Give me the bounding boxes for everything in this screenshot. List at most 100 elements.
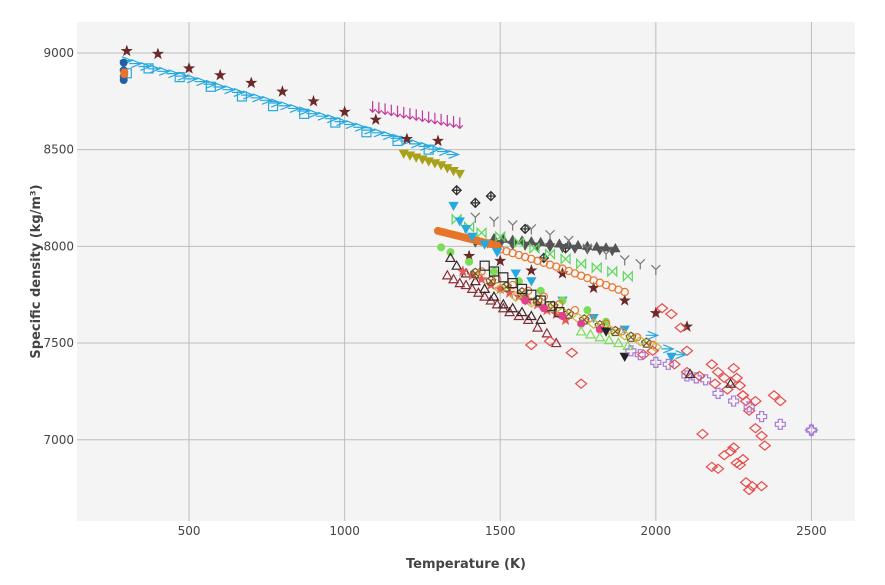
data-point xyxy=(609,325,621,337)
data-point xyxy=(539,304,548,313)
data-point xyxy=(664,308,678,320)
data-point xyxy=(287,103,302,114)
data-point xyxy=(736,390,750,401)
data-point xyxy=(489,216,499,227)
data-point xyxy=(603,334,615,345)
data-point xyxy=(620,287,629,297)
data-point xyxy=(441,269,453,280)
data-point xyxy=(587,281,600,294)
data-point xyxy=(681,370,693,382)
data-point xyxy=(491,298,503,309)
data-point xyxy=(205,81,216,92)
data-point xyxy=(574,378,588,389)
data-point xyxy=(182,62,196,74)
data-point xyxy=(643,339,650,347)
data-point xyxy=(727,362,741,374)
data-point xyxy=(175,71,190,81)
data-point xyxy=(491,248,503,258)
data-point xyxy=(563,308,575,319)
x-tick-label: 2500 xyxy=(796,524,827,538)
data-point xyxy=(755,430,769,442)
data-point xyxy=(508,280,517,290)
data-point xyxy=(633,335,647,347)
data-point xyxy=(485,275,497,286)
data-point xyxy=(194,77,209,87)
data-point xyxy=(666,352,677,362)
data-point xyxy=(619,254,630,266)
data-point xyxy=(525,310,537,321)
y-tick-label: 7500 xyxy=(43,336,74,350)
data-point xyxy=(425,111,433,124)
data-point xyxy=(655,302,669,314)
data-point xyxy=(684,368,696,379)
data-point xyxy=(565,347,579,359)
data-point xyxy=(583,306,592,315)
data-point xyxy=(680,345,694,357)
data-point xyxy=(498,272,509,283)
data-point xyxy=(454,169,465,180)
data-point xyxy=(498,233,509,243)
data-point xyxy=(625,345,637,357)
data-point xyxy=(476,226,487,239)
data-point xyxy=(619,352,630,362)
data-point xyxy=(460,279,472,290)
series-27 xyxy=(696,428,769,496)
data-point xyxy=(526,289,537,300)
data-point xyxy=(299,108,310,119)
data-point xyxy=(563,235,574,247)
data-point xyxy=(488,290,500,301)
data-point xyxy=(507,302,519,313)
data-point xyxy=(431,134,445,147)
data-point xyxy=(545,229,555,241)
data-point xyxy=(460,225,472,235)
y-tick-label: 9000 xyxy=(43,46,74,60)
data-point xyxy=(471,270,479,277)
data-point xyxy=(493,283,507,295)
data-point xyxy=(394,105,401,118)
data-point xyxy=(748,422,762,434)
data-point xyxy=(560,252,571,265)
data-point xyxy=(513,236,525,249)
data-point xyxy=(668,359,681,370)
data-point xyxy=(486,191,496,201)
data-point xyxy=(554,238,565,248)
data-point xyxy=(236,91,248,102)
data-point xyxy=(392,135,403,147)
data-point xyxy=(625,331,637,342)
series-6 xyxy=(398,149,465,180)
data-point xyxy=(767,390,781,401)
data-point xyxy=(521,296,530,305)
data-point xyxy=(674,322,688,333)
series-17 xyxy=(444,252,547,324)
data-point xyxy=(635,258,646,270)
data-point xyxy=(692,370,706,382)
series-4 xyxy=(120,68,129,79)
data-point xyxy=(591,241,602,251)
data-point xyxy=(479,240,490,250)
data-point xyxy=(490,267,499,276)
data-point xyxy=(591,261,602,274)
data-point xyxy=(450,116,457,129)
data-point xyxy=(773,395,787,407)
data-point xyxy=(400,106,408,119)
series-29 xyxy=(645,330,688,360)
data-point xyxy=(758,440,772,451)
data-point xyxy=(743,401,755,413)
data-point xyxy=(612,337,625,348)
data-point xyxy=(369,101,377,113)
series-25 xyxy=(600,327,630,362)
data-point xyxy=(454,277,466,288)
data-point xyxy=(634,349,646,361)
data-point xyxy=(724,377,737,388)
data-point xyxy=(338,105,351,118)
y-axis-title: Specific density (kg/m³) xyxy=(29,184,44,358)
data-point xyxy=(582,243,593,254)
series-22 xyxy=(479,260,565,318)
series-24 xyxy=(575,325,634,351)
y-tick-label: 8000 xyxy=(43,239,74,253)
data-point xyxy=(804,422,819,438)
data-point xyxy=(129,59,143,69)
data-point xyxy=(448,201,459,212)
data-point xyxy=(539,292,549,301)
data-point xyxy=(119,58,128,67)
